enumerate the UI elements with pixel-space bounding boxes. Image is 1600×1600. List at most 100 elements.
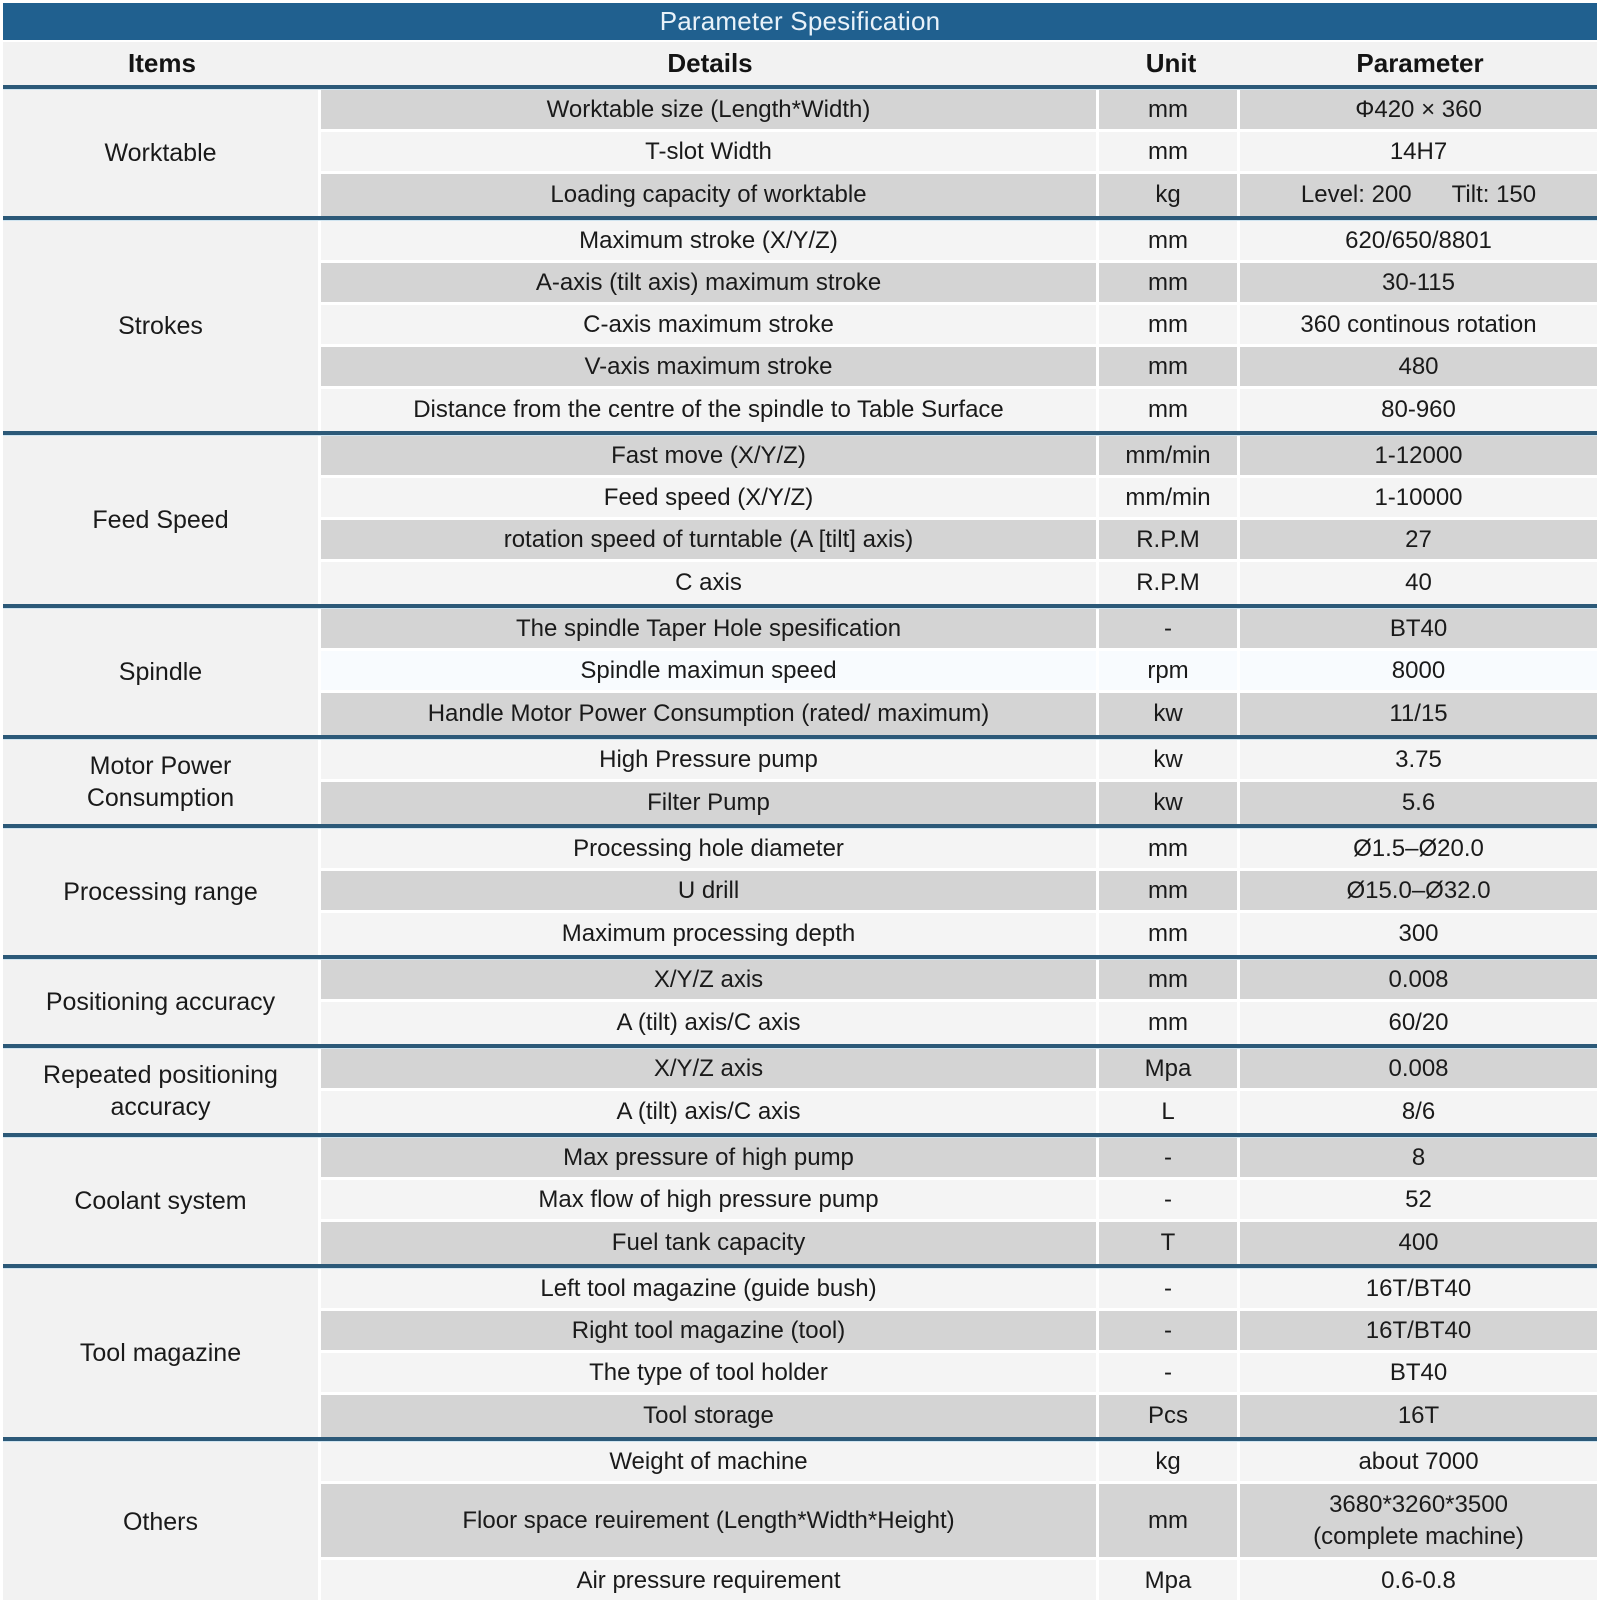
spec-row: Spindle maximun speed rpm 8000 <box>321 651 1597 693</box>
parameter-cell: Level: 200 Tilt: 150 <box>1240 174 1597 216</box>
details-cell: Weight of machine <box>321 1442 1096 1481</box>
spec-row: A (tilt) axis/C axis L 8/6 <box>321 1091 1597 1133</box>
spec-row: C axis R.P.M 40 <box>321 562 1597 604</box>
parameter-cell: 620/650/8801 <box>1240 221 1597 260</box>
spec-row: Handle Motor Power Consumption (rated/ m… <box>321 693 1597 735</box>
details-cell: V-axis maximum stroke <box>321 347 1096 386</box>
parameter-cell: 11/15 <box>1240 693 1597 735</box>
group-separator <box>3 1264 1597 1269</box>
details-cell: Spindle maximun speed <box>321 651 1096 690</box>
item-group-label: Strokes <box>3 221 321 431</box>
spec-row: A-axis (tilt axis) maximum stroke mm 30-11… <box>321 263 1597 305</box>
spec-row: Loading capacity of worktable kg Level: 20… <box>321 174 1597 216</box>
parameter-cell: 52 <box>1240 1180 1597 1219</box>
spec-row: A (tilt) axis/C axis mm 60/20 <box>321 1002 1597 1044</box>
unit-cell: - <box>1096 1353 1240 1392</box>
spec-group: Spindle The spindle Taper Hole spesificat… <box>3 609 1597 735</box>
unit-cell: mm <box>1096 221 1240 260</box>
unit-cell: R.P.M <box>1096 562 1240 604</box>
details-cell: U drill <box>321 871 1096 910</box>
parameter-cell: 3.75 <box>1240 740 1597 779</box>
parameter-cell: 8/6 <box>1240 1091 1597 1133</box>
parameter-cell: 300 <box>1240 913 1597 955</box>
unit-cell: - <box>1096 1311 1240 1350</box>
unit-cell: Pcs <box>1096 1395 1240 1437</box>
parameter-cell: BT40 <box>1240 1353 1597 1392</box>
unit-cell: T <box>1096 1222 1240 1264</box>
spec-row: Tool storage Pcs 16T <box>321 1395 1597 1437</box>
parameter-cell: Ø15.0–Ø32.0 <box>1240 871 1597 910</box>
parameter-cell: 0.008 <box>1240 1049 1597 1088</box>
group-separator <box>3 735 1597 740</box>
item-group-label: Repeated positioning accuracy <box>3 1049 321 1133</box>
spec-row: V-axis maximum stroke mm 480 <box>321 347 1597 389</box>
details-cell: Maximum stroke (X/Y/Z) <box>321 221 1096 260</box>
unit-cell: L <box>1096 1091 1240 1133</box>
unit-cell: kg <box>1096 1442 1240 1481</box>
details-cell: Tool storage <box>321 1395 1096 1437</box>
item-group-label: Spindle <box>3 609 321 735</box>
details-cell: Loading capacity of worktable <box>321 174 1096 216</box>
parameter-cell: 480 <box>1240 347 1597 386</box>
unit-cell: mm <box>1096 305 1240 344</box>
spec-table-body: Worktable Worktable size (Length*Width) mm… <box>3 90 1597 1600</box>
spec-row: The spindle Taper Hole spesification - BT4… <box>321 609 1597 651</box>
parameter-cell: 0.008 <box>1240 960 1597 999</box>
unit-cell: - <box>1096 1180 1240 1219</box>
details-cell: Maximum processing depth <box>321 913 1096 955</box>
spec-row: Feed speed (X/Y/Z) mm/min 1-10000 <box>321 478 1597 520</box>
spec-group: Worktable Worktable size (Length*Width) mm… <box>3 90 1597 216</box>
details-cell: Filter Pump <box>321 782 1096 824</box>
details-cell: Feed speed (X/Y/Z) <box>321 478 1096 517</box>
unit-cell: Mpa <box>1096 1560 1240 1600</box>
details-cell: A (tilt) axis/C axis <box>321 1002 1096 1044</box>
spec-row: Worktable size (Length*Width) mm Φ420 × 36… <box>321 90 1597 132</box>
details-cell: C axis <box>321 562 1096 604</box>
parameter-cell: 27 <box>1240 520 1597 559</box>
header-separator <box>3 85 1597 90</box>
details-cell: C-axis maximum stroke <box>321 305 1096 344</box>
item-group-label: Tool magazine <box>3 1269 321 1437</box>
details-cell: Air pressure requirement <box>321 1560 1096 1600</box>
spec-row: C-axis maximum stroke mm 360 continous rot… <box>321 305 1597 347</box>
details-cell: X/Y/Z axis <box>321 1049 1096 1088</box>
parameter-cell: 1-10000 <box>1240 478 1597 517</box>
parameter-cell: 8000 <box>1240 651 1597 690</box>
spec-group: Repeated positioning accuracy X/Y/Z axis M… <box>3 1049 1597 1133</box>
spec-row: Floor space reuirement (Length*Width*Hei… <box>321 1484 1597 1560</box>
unit-cell: rpm <box>1096 651 1240 690</box>
unit-cell: mm <box>1096 960 1240 999</box>
spec-row: Max pressure of high pump -8 <box>321 1138 1597 1180</box>
details-cell: The type of tool holder <box>321 1353 1096 1392</box>
details-cell: Worktable size (Length*Width) <box>321 90 1096 129</box>
spec-row: U drill mm Ø15.0–Ø32.0 <box>321 871 1597 913</box>
spec-group: Positioning accuracy X/Y/Z axis mm 0.008 A (… <box>3 960 1597 1044</box>
group-separator <box>3 216 1597 221</box>
details-cell: Left tool magazine (guide bush) <box>321 1269 1096 1308</box>
parameter-cell: 3680*3260*3500 (complete machine) <box>1240 1484 1597 1557</box>
unit-cell: R.P.M <box>1096 520 1240 559</box>
parameter-cell: 16T <box>1240 1395 1597 1437</box>
details-cell: Distance from the centre of the spindle … <box>321 389 1096 431</box>
spec-group: Others Weight of machine kg about 7000 Floor… <box>3 1442 1597 1600</box>
spec-row: Air pressure requirement Mpa 0.6-0.8 <box>321 1560 1597 1600</box>
unit-cell: kw <box>1096 782 1240 824</box>
details-cell: Processing hole diameter <box>321 829 1096 868</box>
group-separator <box>3 1437 1597 1442</box>
spec-row: Left tool magazine (guide bush) -16T/BT40 <box>321 1269 1597 1311</box>
spec-row: X/Y/Z axis Mpa 0.008 <box>321 1049 1597 1091</box>
column-header-parameter: Parameter <box>1356 48 1484 78</box>
parameter-cell: 60/20 <box>1240 1002 1597 1044</box>
unit-cell: mm <box>1096 1002 1240 1044</box>
spec-row: Distance from the centre of the spindle … <box>321 389 1597 431</box>
unit-cell: kw <box>1096 693 1240 735</box>
spec-row: Fast move (X/Y/Z) mm/min 1-12000 <box>321 436 1597 478</box>
details-cell: A-axis (tilt axis) maximum stroke <box>321 263 1096 302</box>
group-separator <box>3 1133 1597 1138</box>
parameter-cell: 1-12000 <box>1240 436 1597 475</box>
group-separator <box>3 431 1597 436</box>
parameter-cell: 8 <box>1240 1138 1597 1177</box>
parameter-cell: 16T/BT40 <box>1240 1269 1597 1308</box>
spec-row: The type of tool holder - BT40 <box>321 1353 1597 1395</box>
